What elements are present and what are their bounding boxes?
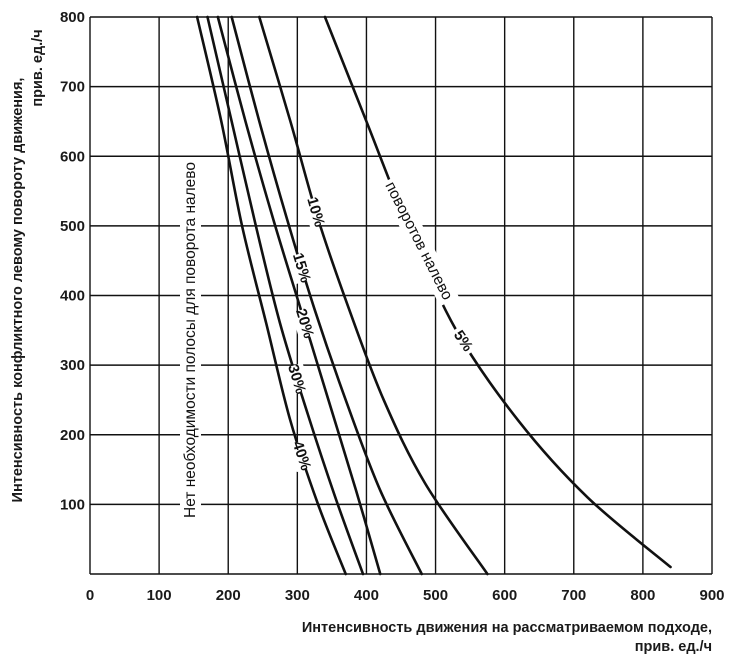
y-tick-label: 200: [60, 427, 85, 444]
series-note-bg: [378, 175, 459, 307]
x-tick-label: 900: [699, 587, 724, 604]
curve-15pct: [230, 15, 424, 576]
x-tick-label: 700: [561, 587, 586, 604]
curve-10pct: [258, 15, 489, 576]
y-tick-label: 800: [60, 9, 85, 26]
curve-30pct: [206, 15, 365, 576]
x-tick-label: 300: [285, 587, 310, 604]
curve-label-bg: [288, 439, 316, 473]
series-note-left-turns: поворотов налево: [381, 179, 455, 303]
x-tick-label: 200: [216, 587, 241, 604]
curve-label-bg: [288, 251, 316, 284]
curve-20pct: [216, 15, 382, 576]
curve-label-bg: [302, 195, 330, 229]
curve-label-bg: [291, 307, 319, 340]
y-tick-label: 400: [60, 288, 85, 305]
x-axis-title-line2: прив. ед./ч: [635, 639, 712, 655]
x-tick-label: 500: [423, 587, 448, 604]
y-tick-label: 100: [60, 496, 85, 513]
no-lane-needed-annotation: Нет необходимости полосы для поворота на…: [182, 162, 199, 518]
curve-40pct: [195, 15, 348, 576]
y-axis-title-line1: Интенсивность конфликтного левому поворо…: [10, 78, 26, 503]
x-tick-label: 100: [147, 587, 172, 604]
curve-label-bg: [283, 362, 311, 396]
curve-label: 10%: [303, 195, 328, 229]
y-tick-label: 700: [60, 79, 85, 96]
curve-label: 30%: [284, 362, 309, 396]
x-tick-label: 0: [86, 587, 94, 604]
curve-label: 20%: [292, 307, 317, 341]
annotation-bg: [180, 159, 201, 521]
y-tick-label: 300: [60, 357, 85, 374]
tick-labels: 0 100 200 300 400 500 600 700 800 900 800 700 600 500…: [60, 9, 725, 604]
curve-label-bg: [447, 323, 480, 358]
y-axis-title-line2: прив. ед./ч: [30, 29, 46, 106]
curve-label: 40%: [289, 439, 315, 473]
y-tick-label: 500: [60, 218, 85, 235]
x-axis-title-line1: Интенсивность движения на рассматриваемо…: [302, 620, 712, 636]
x-tick-label: 600: [492, 587, 517, 604]
y-tick-label: 600: [60, 148, 85, 165]
x-tick-label: 800: [630, 587, 655, 604]
x-tick-label: 400: [354, 587, 379, 604]
